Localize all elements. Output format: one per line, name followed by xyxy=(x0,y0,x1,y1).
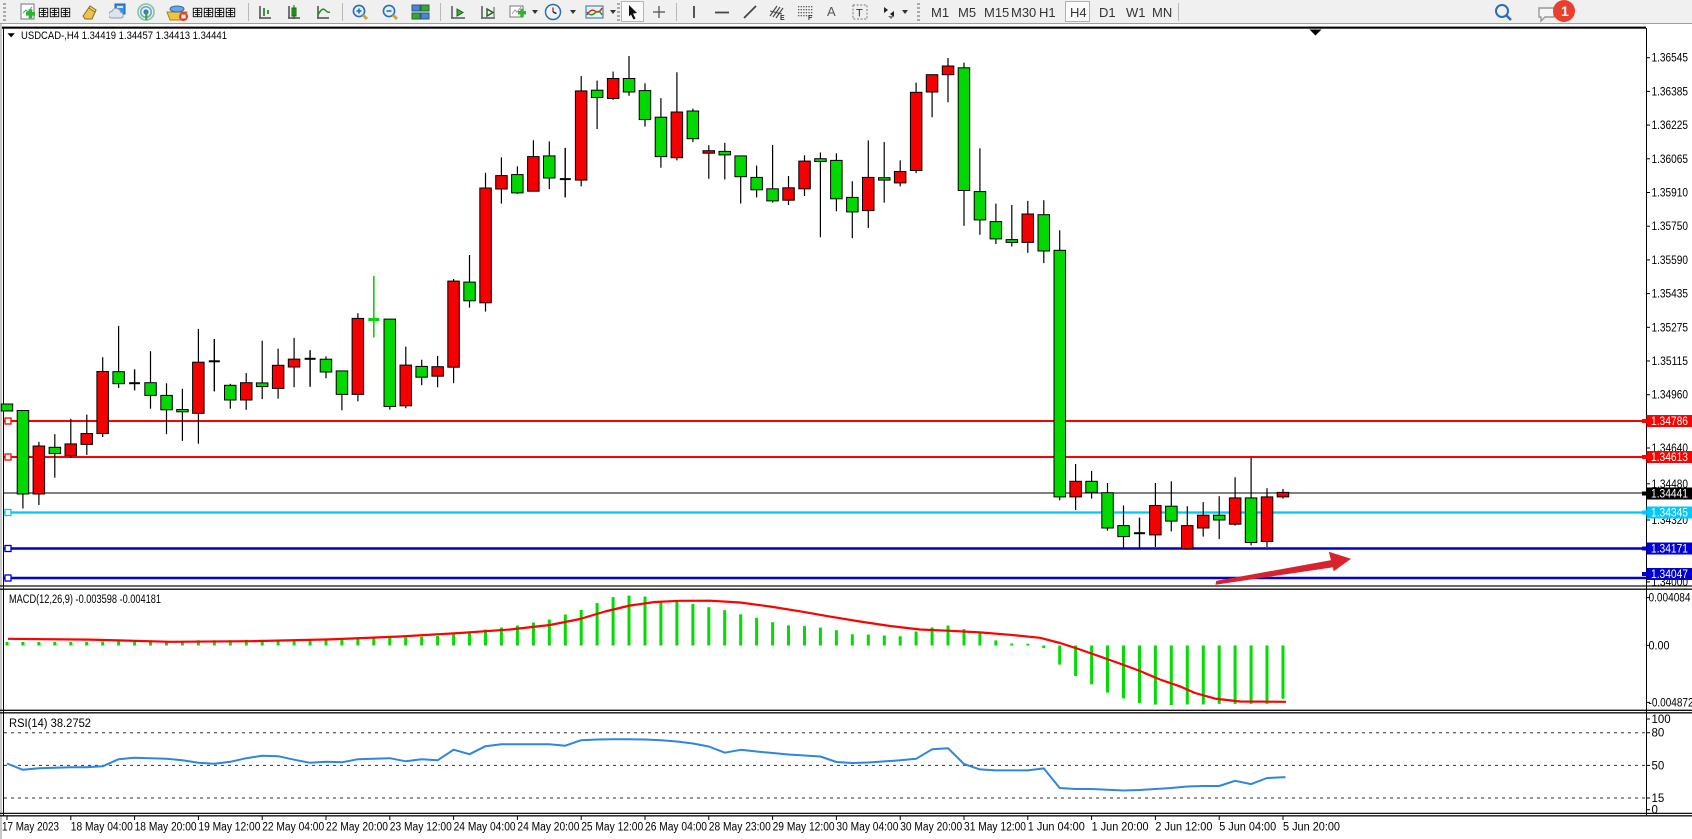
svg-text:0: 0 xyxy=(1652,805,1658,817)
svg-text:5 Jun 04:00: 5 Jun 04:00 xyxy=(1219,822,1276,834)
svg-text:1.34345: 1.34345 xyxy=(1651,508,1688,520)
svg-text:1.34786: 1.34786 xyxy=(1651,416,1688,428)
svg-text:E: E xyxy=(780,15,785,21)
svg-text:31 May 12:00: 31 May 12:00 xyxy=(964,822,1026,834)
svg-text:1.35590: 1.35590 xyxy=(1652,255,1689,267)
svg-text:22 May 04:00: 22 May 04:00 xyxy=(262,822,324,834)
svg-text:1 Jun 04:00: 1 Jun 04:00 xyxy=(1028,822,1085,834)
svg-text:1.35750: 1.35750 xyxy=(1652,221,1689,233)
svg-text:1.34960: 1.34960 xyxy=(1652,390,1689,402)
svg-text:28 May 23:00: 28 May 23:00 xyxy=(709,822,771,834)
svg-text:29 May 12:00: 29 May 12:00 xyxy=(773,822,835,834)
svg-text:T: T xyxy=(856,8,863,20)
svg-text:15: 15 xyxy=(1652,793,1665,805)
svg-text:F: F xyxy=(808,15,813,21)
svg-text:1.34047: 1.34047 xyxy=(1651,569,1688,581)
svg-text:0.004084: 0.004084 xyxy=(1649,593,1692,605)
svg-text:MACD(12,26,9) -0.003598 -0.004: MACD(12,26,9) -0.003598 -0.004181 xyxy=(9,594,161,606)
svg-text:1.36385: 1.36385 xyxy=(1652,86,1689,98)
svg-text:19 May 12:00: 19 May 12:00 xyxy=(198,822,260,834)
svg-text:1.35275: 1.35275 xyxy=(1652,322,1689,334)
svg-text:RSI(14) 38.2752: RSI(14) 38.2752 xyxy=(9,718,91,730)
svg-text:1.35910: 1.35910 xyxy=(1652,188,1689,200)
svg-text:1 Jun 20:00: 1 Jun 20:00 xyxy=(1092,822,1149,834)
svg-text:5 Jun 20:00: 5 Jun 20:00 xyxy=(1283,822,1340,834)
svg-text:0.00: 0.00 xyxy=(1649,640,1670,652)
svg-text:30 May 04:00: 30 May 04:00 xyxy=(836,822,898,834)
svg-text:1.34613: 1.34613 xyxy=(1651,452,1688,464)
svg-text:1.34441: 1.34441 xyxy=(1651,489,1688,501)
svg-text:-0.004872: -0.004872 xyxy=(1649,697,1692,709)
svg-text:30 May 20:00: 30 May 20:00 xyxy=(900,822,962,834)
svg-text:1.35435: 1.35435 xyxy=(1652,289,1689,301)
svg-text:2 Jun 12:00: 2 Jun 12:00 xyxy=(1155,822,1212,834)
svg-text:1.36545: 1.36545 xyxy=(1652,53,1689,65)
svg-text:50: 50 xyxy=(1652,760,1665,772)
svg-text:1.36225: 1.36225 xyxy=(1652,120,1689,132)
svg-text:22 May 20:00: 22 May 20:00 xyxy=(326,822,388,834)
svg-text:80: 80 xyxy=(1652,728,1665,740)
svg-text:26 May 04:00: 26 May 04:00 xyxy=(645,822,707,834)
svg-text:1.35115: 1.35115 xyxy=(1652,356,1689,368)
svg-text:100: 100 xyxy=(1652,714,1671,726)
svg-text:1.36065: 1.36065 xyxy=(1652,154,1689,166)
svg-text:24 May 20:00: 24 May 20:00 xyxy=(517,822,579,834)
svg-text:23 May 12:00: 23 May 12:00 xyxy=(390,822,452,834)
svg-text:1.34171: 1.34171 xyxy=(1651,544,1688,556)
svg-text:18 May 20:00: 18 May 20:00 xyxy=(135,822,197,834)
svg-text:24 May 04:00: 24 May 04:00 xyxy=(454,822,516,834)
svg-text:25 May 12:00: 25 May 12:00 xyxy=(581,822,643,834)
svg-text:USDCAD-,H4 1.34419 1.34457 1.: USDCAD-,H4 1.34419 1.34457 1.34413 1.344… xyxy=(21,30,227,42)
svg-text:18 May 04:00: 18 May 04:00 xyxy=(71,822,133,834)
svg-text:17 May 2023: 17 May 2023 xyxy=(2,822,59,834)
